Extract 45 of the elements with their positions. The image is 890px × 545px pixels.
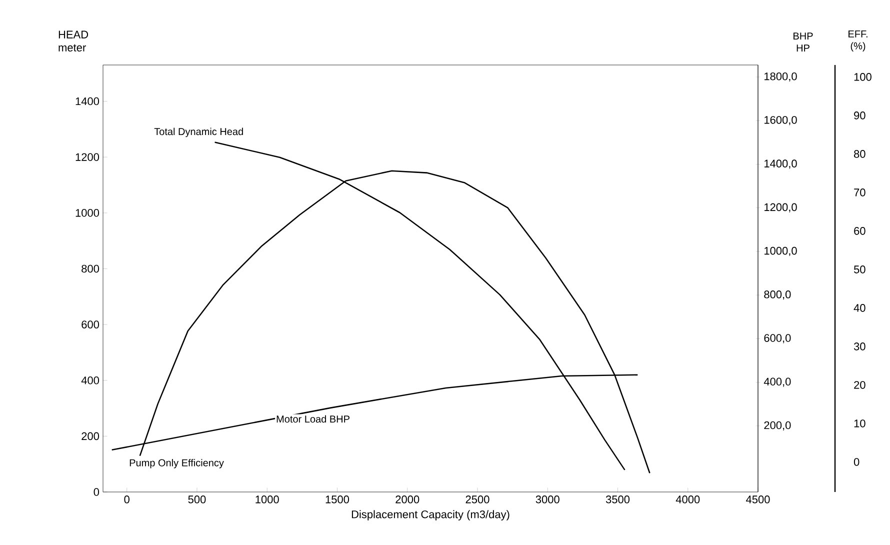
y-tick-label: 1000 xyxy=(76,209,100,217)
x-tick-label: 4000 xyxy=(676,496,700,504)
y2-tick-label: 1200,0 xyxy=(764,203,797,212)
y-tick-label: 400 xyxy=(81,376,100,384)
x-tick-label: 0 xyxy=(124,496,130,504)
x-tick-label: 2500 xyxy=(466,496,490,504)
x-tick-label: 4500 xyxy=(746,496,770,504)
y3-tick-label: 100 xyxy=(854,73,872,81)
y2-tick-label: 1000,0 xyxy=(764,246,797,256)
y3-tick-label: 40 xyxy=(854,304,866,312)
x-tick-label: 3000 xyxy=(536,496,560,504)
y-tick-label: 1400 xyxy=(76,97,100,106)
y3-axis-title: EFF. (%) xyxy=(848,30,868,52)
y2-tick-label: 1800,0 xyxy=(764,72,797,82)
x-tick-label: 2000 xyxy=(396,496,420,504)
x-tick-label: 3500 xyxy=(606,496,630,504)
y2-tick-label: 200,0 xyxy=(764,421,791,430)
y3-tick-label: 10 xyxy=(854,420,866,428)
y3-tick-label: 50 xyxy=(854,266,866,274)
y3-tick-label: 80 xyxy=(854,150,866,158)
x-axis-title: Displacement Capacity (m3/day) xyxy=(352,510,510,520)
y2-tick-label: 1400,0 xyxy=(764,160,797,169)
y2-tick-label: 800,0 xyxy=(764,290,791,300)
y-axis-title: HEAD meter xyxy=(58,30,88,52)
series-label: Motor Load BHP xyxy=(276,415,350,423)
y2-tick-label: 400,0 xyxy=(764,378,791,387)
y-tick-label: 1200 xyxy=(76,153,100,161)
series-label: Pump Only Efficiency xyxy=(130,458,224,468)
y3-tick-label: 30 xyxy=(854,342,866,350)
y-tick-label: 0 xyxy=(94,488,100,496)
y3-tick-label: 70 xyxy=(854,188,866,196)
y2-tick-label: 1600,0 xyxy=(764,116,797,126)
y-tick-label: 200 xyxy=(82,432,100,440)
y2-tick-label: 600,0 xyxy=(764,334,791,344)
y3-tick-label: 90 xyxy=(854,112,866,120)
y-tick-label: 600 xyxy=(82,320,100,328)
x-tick-label: 1500 xyxy=(326,496,350,504)
y3-tick-label: 20 xyxy=(854,381,866,389)
series-label: Total Dynamic Head xyxy=(154,128,243,138)
y3-tick-label: 60 xyxy=(854,227,866,235)
y-tick-label: 800 xyxy=(82,264,100,273)
y2-axis-title: BHP HP xyxy=(794,32,813,52)
x-tick-label: 500 xyxy=(188,496,206,504)
x-tick-label: 1000 xyxy=(256,496,279,504)
y3-tick-label: 0 xyxy=(854,458,860,466)
